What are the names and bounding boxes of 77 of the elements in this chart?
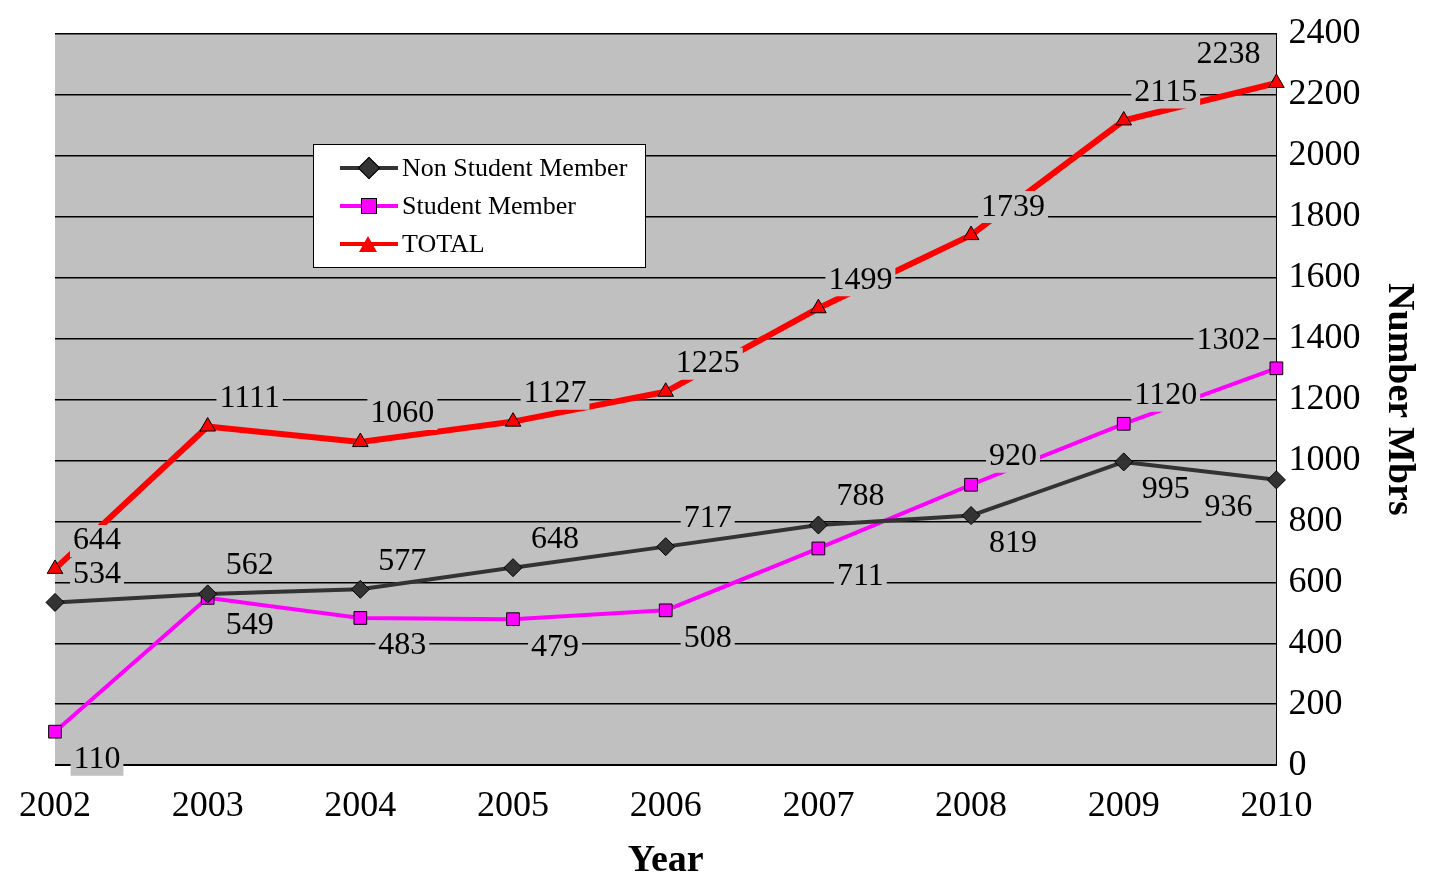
point	[506, 612, 520, 627]
y2-tick-label: 1400	[1288, 315, 1361, 356]
point	[1269, 361, 1284, 376]
x-tick-label: 2003	[171, 784, 244, 825]
data-label: 1499	[828, 259, 893, 296]
point	[353, 611, 368, 625]
data-label: 711	[836, 555, 884, 592]
point	[1266, 470, 1286, 490]
data-label: 1739	[981, 186, 1046, 223]
x-tick-label: 2004	[324, 784, 397, 825]
point	[810, 298, 827, 314]
legend-label: Non Student Member	[402, 151, 628, 184]
x-axis-title: Year	[627, 837, 704, 880]
y2-tick-label: 200	[1288, 681, 1343, 722]
point	[48, 724, 62, 739]
x-tick-label: 2002	[19, 784, 91, 825]
point	[1116, 416, 1131, 431]
legend-label: Student Member	[402, 189, 577, 222]
y2-tick-label: 800	[1288, 498, 1343, 539]
legend-label: TOTAL	[402, 227, 485, 260]
data-label: 562	[225, 545, 274, 582]
point	[962, 225, 980, 241]
data-label: 549	[225, 605, 274, 642]
data-label: 788	[836, 476, 885, 513]
y2-tick-label: 1800	[1288, 193, 1361, 234]
point	[352, 432, 369, 448]
y2-tick-label: 0	[1288, 742, 1307, 783]
data-label: 1120	[1134, 375, 1198, 412]
data-label: 920	[989, 436, 1038, 473]
y2-tick-label: 2200	[1288, 72, 1361, 113]
point	[657, 382, 674, 397]
y2-tick-label: 1200	[1288, 376, 1361, 417]
y2-tick-label: 400	[1288, 620, 1343, 661]
data-label: 483	[378, 625, 427, 662]
data-label: 648	[531, 519, 580, 556]
point	[1268, 73, 1285, 88]
data-label: 2115	[1134, 71, 1198, 108]
data-label: 819	[989, 522, 1038, 559]
point	[964, 477, 978, 492]
data-label: 1060	[370, 393, 435, 430]
point	[503, 558, 523, 578]
data-label: 479	[531, 626, 580, 663]
x-tick-label: 2005	[477, 784, 550, 825]
point	[658, 603, 673, 618]
x-tick-label: 2010	[1240, 784, 1313, 825]
y2-tick-label: 2400	[1288, 11, 1361, 52]
data-label: 936	[1204, 487, 1253, 524]
point	[811, 541, 826, 556]
point	[961, 506, 981, 526]
point	[350, 579, 370, 599]
data-label: 717	[683, 498, 732, 535]
y2-tick-label: 1600	[1288, 254, 1361, 295]
x-tick-label: 2008	[935, 784, 1008, 825]
point	[198, 584, 218, 604]
data-label: 1225	[675, 343, 740, 380]
data-label: 1127	[523, 373, 587, 410]
point	[656, 537, 676, 557]
y2-tick-label: 1000	[1288, 437, 1361, 478]
y2-tick-label: 2000	[1288, 132, 1361, 173]
data-label: 508	[683, 617, 732, 654]
point	[1115, 110, 1133, 126]
point	[199, 417, 216, 432]
data-label: 110	[73, 739, 121, 776]
data-label: 1302	[1196, 319, 1261, 356]
y2-tick-label: 600	[1288, 559, 1343, 600]
x-tick-label: 2006	[629, 784, 702, 825]
data-label: 995	[1141, 469, 1190, 506]
point	[808, 515, 828, 535]
point	[1114, 452, 1134, 472]
x-tick-label: 2007	[782, 784, 855, 825]
x-tick-label: 2009	[1087, 784, 1160, 825]
point	[45, 592, 65, 612]
data-label: 1111	[219, 377, 280, 414]
data-label: 2238	[1196, 34, 1261, 71]
y2-axis-title: Number Mbrs	[1381, 283, 1424, 516]
point	[504, 412, 522, 427]
data-label: 577	[378, 540, 427, 577]
